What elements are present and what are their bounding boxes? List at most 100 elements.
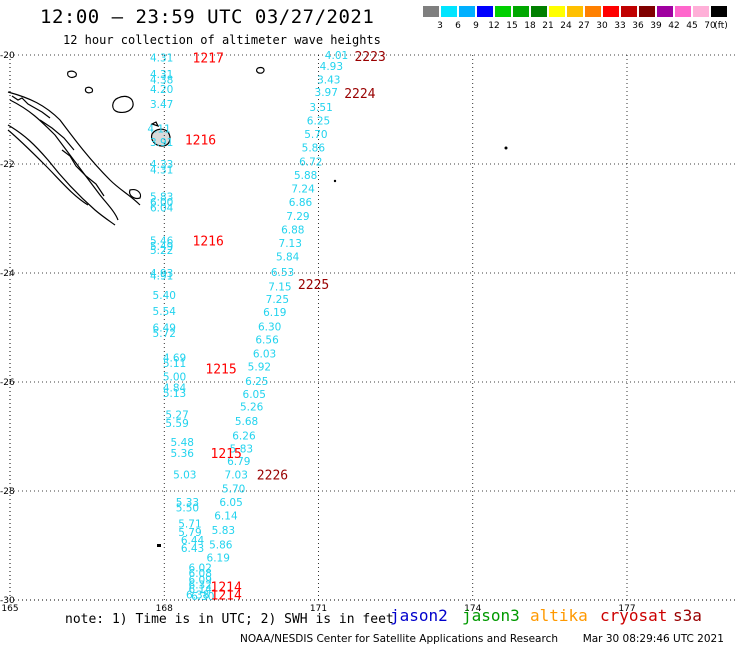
- pass-time-label: 2226: [257, 469, 288, 484]
- swh-value: 5.88: [294, 170, 317, 182]
- swh-value: 4.31: [150, 69, 173, 81]
- swh-value: 7.03: [225, 470, 248, 482]
- swh-value: 5.49: [150, 241, 173, 253]
- small-islands: [157, 146, 508, 547]
- legend-cryosat: cryosat: [600, 606, 668, 625]
- map-title: 12:00 – 23:59 UTC 03/27/2021: [40, 6, 375, 28]
- swh-value: 6.25: [245, 376, 268, 388]
- color-scale-label: 39: [650, 21, 662, 31]
- swh-track-west: 4.314.314.384.203.474.113.914.334.315.83…: [147, 53, 214, 603]
- swh-value: 5.46: [150, 235, 174, 247]
- swh-value: 5.13: [163, 388, 186, 400]
- swh-value: 4.11: [147, 124, 170, 136]
- color-swatch: [548, 5, 566, 18]
- longitude-labels: 165 168 171 174 177: [1, 604, 635, 614]
- swh-value: 7.24: [291, 184, 315, 196]
- swh-value: 5.83: [212, 525, 235, 537]
- swh-value: 3.43: [317, 75, 340, 87]
- color-scale-label: 42: [668, 21, 680, 31]
- swh-value: 5.70: [222, 483, 245, 495]
- swh-value: 6.19: [207, 552, 230, 564]
- graticule: [10, 54, 735, 601]
- color-scale-label: 12: [488, 21, 500, 31]
- map-frame: [9, 55, 735, 601]
- swh-value: 5.48: [171, 437, 194, 449]
- swh-value: 5.92: [248, 362, 271, 374]
- swh-value: 5.68: [235, 416, 258, 428]
- swh-value: 5.00: [163, 372, 186, 384]
- color-swatch: [692, 5, 710, 18]
- pass-time-label: 1214: [211, 589, 242, 604]
- color-swatch: [674, 5, 692, 18]
- lat-tick-label: -28: [0, 487, 15, 497]
- swh-value: 4.38: [150, 75, 173, 87]
- swh-track-east: 4.014.933.433.973.516.255.705.866.725.88…: [207, 50, 349, 564]
- legend-altika: altika: [530, 606, 588, 625]
- lat-tick-label: -26: [0, 378, 15, 388]
- swh-value: 6.14: [189, 584, 213, 596]
- swh-value: 6.05: [243, 389, 266, 401]
- swh-value: 6.49: [153, 323, 176, 335]
- swh-value: 6.25: [307, 115, 330, 127]
- swh-value: 6.30: [258, 321, 281, 333]
- color-swatch: [656, 5, 674, 18]
- swh-value: 5.84: [276, 252, 300, 264]
- lon-tick-label: 168: [156, 604, 173, 614]
- swh-value: 5.79: [178, 527, 201, 539]
- swh-value: 4.33: [150, 159, 173, 171]
- pass-time-label: 1216: [185, 133, 216, 148]
- lon-tick-label: 165: [1, 604, 18, 614]
- swh-value: 6.09: [189, 574, 212, 586]
- swh-value: 6.53: [271, 267, 294, 279]
- color-scale-label: 70: [704, 21, 716, 31]
- swh-value: 4.84: [163, 382, 187, 394]
- lat-tick-label: -20: [0, 51, 15, 61]
- swh-value: 5.50: [176, 502, 199, 514]
- swh-color-scale: [422, 5, 728, 18]
- color-swatch: [512, 5, 530, 18]
- swh-value: 7.13: [279, 238, 302, 250]
- swh-value: 7.15: [268, 282, 291, 294]
- footer-credit: NOAA/NESDIS Center for Satellite Applica…: [240, 633, 724, 645]
- legend-jason2: jason2: [390, 606, 448, 625]
- color-scale-label: 36: [632, 21, 644, 31]
- units-note: note: 1) Time is in UTC; 2) SWH is in fe…: [65, 612, 394, 627]
- pass-time-label: 2224: [344, 87, 375, 102]
- swh-value: 6.32: [189, 580, 212, 592]
- lat-tick-label: -30: [0, 596, 15, 606]
- swh-value: 3.51: [309, 102, 332, 114]
- swh-value: 4.31: [150, 53, 173, 65]
- legend-jason3: jason3: [462, 606, 520, 625]
- swh-value: 5.86: [209, 539, 233, 551]
- swh-value: 6.05: [219, 497, 242, 509]
- swh-value: 6.88: [281, 224, 304, 236]
- swh-value: 6.38: [186, 590, 209, 602]
- color-swatch: [458, 5, 476, 18]
- swh-value: 5.83: [150, 192, 173, 204]
- swh-value: 6.43: [181, 543, 204, 555]
- swh-value: 5.36: [171, 448, 195, 460]
- lat-tick-label: -24: [0, 269, 15, 279]
- swh-value: 5.40: [153, 290, 176, 302]
- color-swatch: [476, 5, 494, 18]
- swh-value: 4.91: [150, 271, 173, 283]
- swh-value: 6.00: [150, 197, 173, 209]
- swh-value: 5.71: [178, 519, 201, 531]
- swh-value: 6.44: [181, 535, 205, 547]
- swh-value: 5.83: [230, 443, 253, 455]
- color-swatch: [530, 5, 548, 18]
- swh-value: 6.56: [255, 334, 279, 346]
- swh-value: 5.26: [240, 402, 264, 414]
- map-subtitle: 12 hour collection of altimeter wave hei…: [63, 33, 381, 47]
- swh-value: 6.79: [227, 456, 250, 468]
- swh-value: 6.30: [191, 591, 214, 603]
- swh-value: 3.97: [315, 87, 338, 99]
- color-scale-label: 15: [506, 21, 518, 31]
- swh-value: 5.03: [173, 470, 196, 482]
- swh-value: 3.91: [150, 137, 173, 149]
- swh-value: 7.25: [266, 294, 289, 306]
- swh-value: 4.93: [150, 268, 173, 280]
- pass-time-label: 2223: [354, 50, 385, 65]
- color-scale-label: 21: [542, 21, 554, 31]
- color-swatch: [710, 5, 728, 18]
